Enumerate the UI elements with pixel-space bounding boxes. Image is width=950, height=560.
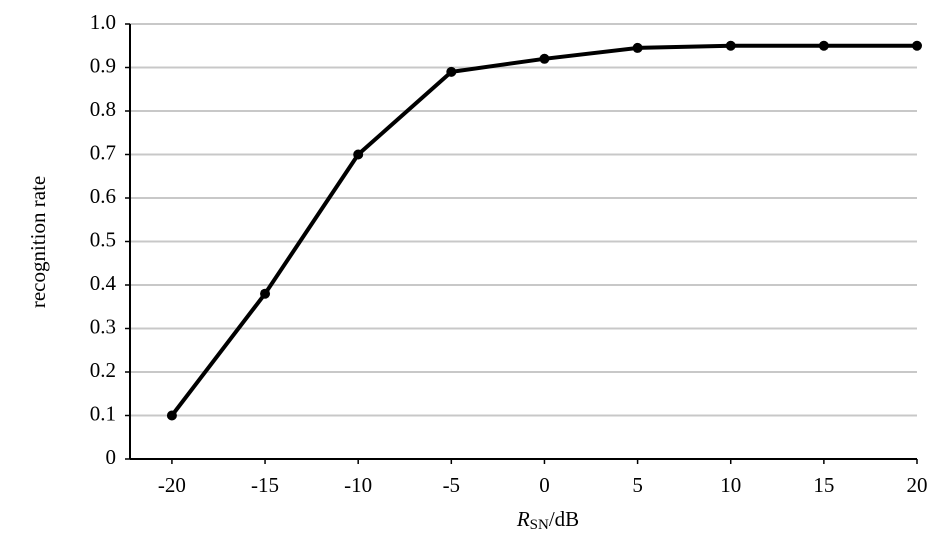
series-line (170, 43, 917, 417)
data-point (260, 288, 271, 299)
x-label-unit: /dB (549, 507, 579, 531)
y-tick-label: 0.8 (90, 97, 116, 121)
data-point (818, 40, 829, 51)
data-point (166, 410, 177, 421)
data-point (632, 42, 643, 53)
y-axis-label: recognition rate (26, 176, 50, 308)
x-tick-label: 15 (813, 473, 834, 497)
x-tick-label: 0 (539, 473, 550, 497)
data-point (912, 40, 922, 51)
x-tick-label: -10 (344, 473, 372, 497)
x-axis-label: RSN/dB (516, 507, 579, 534)
y-tick-label: 0.9 (90, 53, 116, 77)
y-tick-label: 0.6 (90, 184, 116, 208)
x-tick-label: -15 (251, 473, 279, 497)
x-tick-label: -5 (443, 473, 461, 497)
y-tick-label: 1.0 (90, 10, 116, 34)
y-tick-label: 0 (106, 445, 117, 469)
y-tick-label: 0.1 (90, 401, 116, 425)
y-tick-label: 0.7 (90, 140, 116, 164)
y-tick-label: 0.3 (90, 314, 116, 338)
x-label-subscript: SN (530, 517, 549, 533)
y-tick-label: 0.4 (90, 271, 117, 295)
data-point (446, 66, 457, 77)
x-tick-label: 10 (720, 473, 741, 497)
y-tick-label: 0.5 (90, 227, 116, 251)
x-tick-label: 5 (632, 473, 643, 497)
y-tick-label: 0.2 (90, 358, 116, 382)
data-point (725, 40, 736, 51)
data-point (353, 149, 364, 160)
x-tick-label: -20 (158, 473, 186, 497)
data-point (539, 53, 550, 64)
x-tick-label: 20 (907, 473, 928, 497)
x-label-italic: R (516, 507, 530, 531)
